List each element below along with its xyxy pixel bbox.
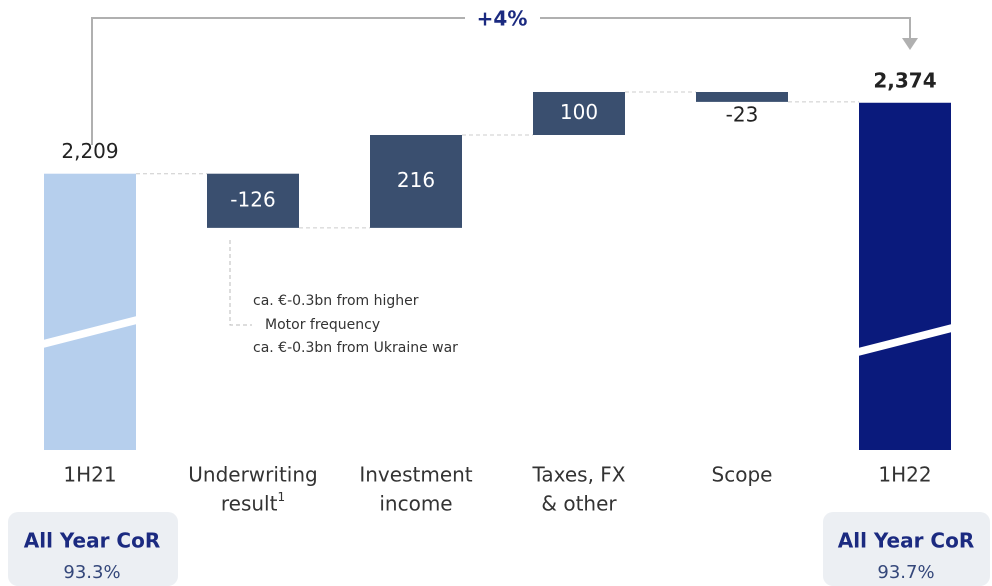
arrow-head [902,38,918,50]
x-tick-label: Taxes, FX [531,463,625,487]
x-tick-label: 1H22 [878,463,931,487]
value-label: 2,209 [61,139,118,163]
axis-break [858,324,952,356]
x-tick-label: Underwriting [188,463,317,487]
bar [859,102,951,450]
cor-box [823,512,990,586]
bar [533,92,625,135]
bar [696,92,788,102]
growth-bracket [91,17,911,145]
value-label: 100 [560,100,598,124]
x-tick-label: Scope [712,463,773,487]
x-tick-label: result1 [221,490,285,516]
x-tick-label: & other [541,492,617,516]
annotation: ca. €-0.3bn from Ukraine war [253,340,458,356]
footnote-mark: 1 [277,490,285,504]
bar [207,173,299,228]
growth-label: +4% [477,7,528,31]
x-tick-label: income [379,492,452,516]
value-label: 216 [397,168,435,192]
annotation-line [229,240,252,326]
cor-title: All Year CoR [24,529,161,553]
annotation: Motor frequency [265,317,380,333]
bar [44,173,136,450]
x-tick-label: 1H21 [63,463,116,487]
cor-title: All Year CoR [838,529,975,553]
cor-box [8,512,178,586]
annotation: ca. €-0.3bn from higher [253,293,419,309]
cor-value: 93.3% [63,562,120,583]
axis-break [43,316,137,348]
value-label: -23 [726,102,759,126]
value-label: 2,374 [873,68,936,92]
x-tick-label: Investment [359,463,472,487]
bar [370,135,462,228]
value-label: -126 [230,187,275,211]
cor-value: 93.7% [877,562,934,583]
